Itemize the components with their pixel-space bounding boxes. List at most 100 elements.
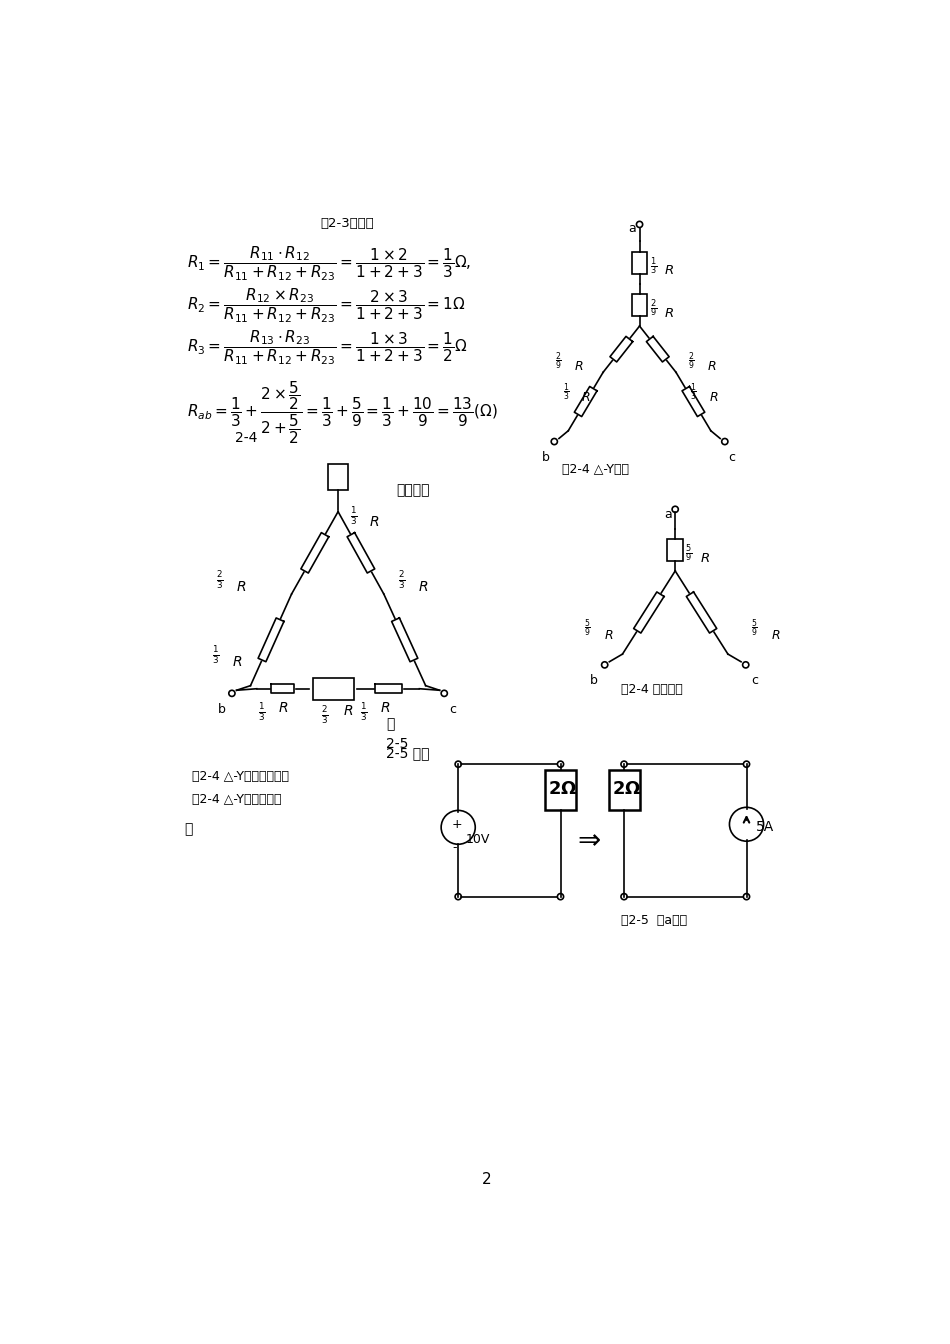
Text: $\frac{5}{9}$: $\frac{5}{9}$ — [583, 618, 591, 640]
Circle shape — [744, 894, 750, 899]
Text: 2-4: 2-4 — [235, 431, 257, 445]
Text: $\mathbf{2\Omega}$: $\mathbf{2\Omega}$ — [548, 780, 578, 797]
Polygon shape — [686, 591, 716, 633]
Circle shape — [551, 438, 558, 445]
Text: +: + — [452, 818, 463, 831]
Text: （三）图: （三）图 — [396, 482, 429, 497]
Text: $R$: $R$ — [369, 516, 379, 530]
Text: $\frac{1}{3}$: $\frac{1}{3}$ — [258, 702, 266, 723]
Text: $\frac{2}{9}$: $\frac{2}{9}$ — [689, 351, 695, 372]
Text: $R_{ab} = \dfrac{1}{3} + \dfrac{2\times\dfrac{5}{2}}{2+\dfrac{5}{2}} = \dfrac{1}: $R_{ab} = \dfrac{1}{3} + \dfrac{2\times\… — [187, 379, 498, 445]
Text: $\Rightarrow$: $\Rightarrow$ — [572, 825, 601, 853]
Circle shape — [744, 761, 750, 767]
Text: $\frac{2}{3}$: $\frac{2}{3}$ — [216, 570, 223, 591]
Text: 题2-3等效图: 题2-3等效图 — [320, 216, 374, 230]
Text: $R$: $R$ — [709, 391, 718, 403]
Polygon shape — [575, 387, 597, 417]
Text: 图: 图 — [386, 718, 394, 731]
Bar — [545, 770, 576, 810]
Text: $R$: $R$ — [771, 629, 781, 641]
Text: a: a — [664, 508, 672, 520]
Bar — [609, 770, 639, 810]
Text: 题2-4 △-Y变换: 题2-4 △-Y变换 — [562, 464, 629, 476]
Circle shape — [730, 808, 764, 841]
Circle shape — [441, 810, 475, 844]
Polygon shape — [610, 336, 633, 362]
Polygon shape — [634, 591, 664, 633]
Text: $R$: $R$ — [380, 702, 390, 715]
Text: $R$: $R$ — [574, 360, 583, 372]
Text: 2: 2 — [482, 1172, 492, 1187]
Circle shape — [722, 438, 728, 445]
Polygon shape — [258, 618, 284, 661]
Bar — [668, 539, 683, 560]
Bar — [632, 294, 647, 316]
Text: $R$: $R$ — [707, 360, 716, 372]
Text: b: b — [542, 450, 550, 464]
Circle shape — [455, 761, 462, 767]
Text: $\frac{5}{9}$: $\frac{5}{9}$ — [685, 543, 693, 564]
Polygon shape — [272, 684, 294, 694]
Text: $R$: $R$ — [581, 391, 591, 403]
Text: $\frac{1}{3}$: $\frac{1}{3}$ — [360, 702, 368, 723]
Text: $\frac{2}{9}$: $\frac{2}{9}$ — [650, 297, 656, 320]
Text: $\frac{1}{3}$: $\frac{1}{3}$ — [650, 255, 656, 277]
Text: $R_3 = \dfrac{R_{13} \cdot R_{23}}{R_{11} + R_{12} + R_{23}} = \dfrac{1\times3}{: $R_3 = \dfrac{R_{13} \cdot R_{23}}{R_{11… — [187, 329, 467, 367]
Circle shape — [636, 222, 642, 227]
Text: $R$: $R$ — [664, 265, 674, 277]
Circle shape — [558, 761, 563, 767]
Bar — [314, 677, 353, 699]
Text: $R$: $R$ — [700, 551, 710, 564]
Text: $\frac{2}{9}$: $\frac{2}{9}$ — [555, 351, 562, 372]
Text: $R$: $R$ — [604, 629, 614, 641]
Text: 题2-4 等效星型: 题2-4 等效星型 — [621, 683, 683, 696]
Text: 5A: 5A — [756, 820, 774, 833]
Polygon shape — [347, 532, 374, 573]
Circle shape — [743, 661, 749, 668]
Circle shape — [455, 894, 462, 899]
Text: $R_1 = \dfrac{R_{11} \cdot R_{12}}{R_{11} + R_{12} + R_{23}} = \dfrac{1\times2}{: $R_1 = \dfrac{R_{11} \cdot R_{12}}{R_{11… — [187, 245, 471, 282]
Text: c: c — [729, 450, 735, 464]
Text: 题2-4 △-Y变换（二）: 题2-4 △-Y变换（二） — [192, 793, 282, 805]
Text: b: b — [590, 675, 598, 687]
Text: -: - — [452, 841, 457, 855]
Text: a: a — [629, 222, 636, 235]
Text: $\frac{2}{3}$: $\frac{2}{3}$ — [321, 704, 329, 726]
Circle shape — [621, 894, 627, 899]
Text: $R_2 = \dfrac{R_{12} \times R_{23}}{R_{11} + R_{12} + R_{23}} = \dfrac{2\times3}: $R_2 = \dfrac{R_{12} \times R_{23}}{R_{1… — [187, 286, 466, 325]
Text: $\frac{1}{3}$: $\frac{1}{3}$ — [212, 644, 219, 667]
Text: c: c — [751, 675, 758, 687]
Text: $\frac{5}{9}$: $\frac{5}{9}$ — [751, 618, 758, 640]
Text: b: b — [218, 703, 226, 715]
Text: $R$: $R$ — [343, 704, 353, 718]
Polygon shape — [375, 684, 402, 694]
Polygon shape — [301, 532, 329, 573]
Text: 2-5 解：: 2-5 解： — [386, 746, 429, 761]
Text: $\frac{1}{3}$: $\frac{1}{3}$ — [351, 505, 358, 527]
Text: $R$: $R$ — [664, 306, 674, 320]
Polygon shape — [391, 618, 418, 661]
Text: $\frac{1}{3}$: $\frac{1}{3}$ — [562, 382, 570, 403]
Text: c: c — [449, 703, 456, 715]
Circle shape — [229, 691, 235, 696]
Circle shape — [558, 894, 563, 899]
Text: $R$: $R$ — [236, 581, 246, 594]
Bar — [328, 464, 348, 491]
Text: 题2-4 △-Y变换（一）图: 题2-4 △-Y变换（一）图 — [192, 770, 290, 782]
Text: 2-5: 2-5 — [386, 738, 413, 751]
Text: $\frac{2}{3}$: $\frac{2}{3}$ — [398, 570, 406, 591]
Polygon shape — [682, 387, 705, 417]
Bar — [632, 251, 647, 274]
Text: $\mathbf{2\Omega}$: $\mathbf{2\Omega}$ — [612, 780, 641, 797]
Text: 10V: 10V — [466, 833, 490, 847]
Polygon shape — [646, 336, 669, 362]
Text: 题2-5  （a）图: 题2-5 （a）图 — [621, 914, 687, 927]
Text: $R$: $R$ — [418, 581, 428, 594]
Text: $R$: $R$ — [232, 655, 242, 669]
Circle shape — [672, 507, 678, 512]
Text: $\frac{1}{3}$: $\frac{1}{3}$ — [690, 382, 697, 403]
Circle shape — [601, 661, 608, 668]
Text: 图: 图 — [184, 823, 193, 836]
Text: $R$: $R$ — [278, 702, 289, 715]
Circle shape — [441, 691, 447, 696]
